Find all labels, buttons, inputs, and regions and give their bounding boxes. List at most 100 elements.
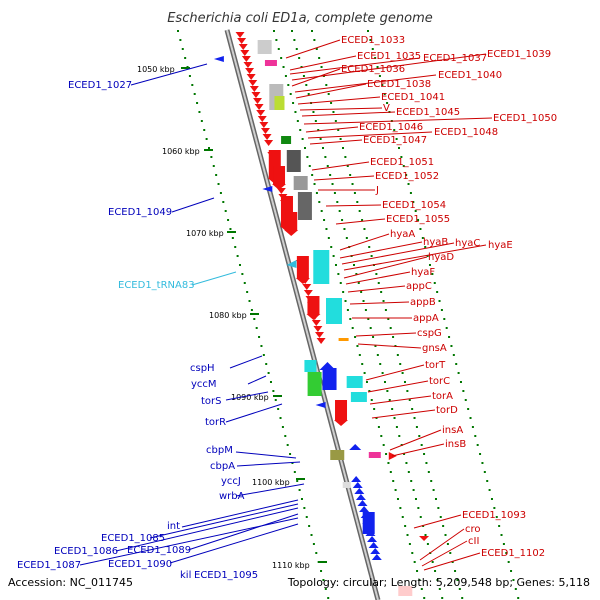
gene-label[interactable]: hyaD [428,252,454,263]
leader-line [130,63,208,86]
leader-line [149,503,299,539]
track-dot [423,597,426,599]
gene-label[interactable]: insA [442,425,463,436]
gene-arrow-forward [264,140,274,146]
track-dot [379,363,382,365]
gene-label[interactable]: ECED1_1050 [493,113,557,124]
gene-label[interactable]: cbpA [210,461,235,472]
gene-label[interactable]: V [383,103,390,114]
track-dot [502,543,505,545]
track-dot [325,84,328,86]
gene-label[interactable]: ECED1_1055 [386,214,450,225]
gene-label[interactable]: cspH [190,363,215,374]
gene-label[interactable]: ECED1_1093 [462,510,526,521]
gene-label[interactable]: ECED1_1039 [487,49,551,60]
gene-label[interactable]: hyaE [488,240,513,251]
gene-arrow-reverse [359,506,370,512]
leader-line [115,507,299,552]
track-dot [280,57,283,59]
track-dot [365,381,368,383]
gene-label[interactable]: ECED1_1052 [375,171,439,182]
gene-label[interactable]: ECED1_1041 [381,92,445,103]
track-dot [274,399,277,401]
gene-label[interactable]: ECED1_1040 [438,70,502,81]
leader-line [247,375,267,385]
track-dot [212,165,215,167]
track-dot [417,507,420,509]
gene-label[interactable]: wrbA [219,491,245,502]
track-dot [439,516,442,518]
gene-label[interactable]: hyaC [455,238,480,249]
track-dot [339,282,342,284]
gene-label[interactable]: J [375,185,379,196]
gene-label[interactable]: gnsA [422,343,447,354]
gene-label[interactable]: hyaB [423,237,448,248]
gene-label[interactable]: ECED1_1054 [382,200,446,211]
gene-label[interactable]: insB [445,439,466,450]
gene-label[interactable]: ECED1_1035 [357,51,421,62]
gene-label[interactable]: ECED1_1045 [396,107,460,118]
gene-label[interactable]: ECED1_1046 [359,122,423,133]
gene-label[interactable]: ECED1_1027 [68,80,132,91]
track-dot [415,426,418,428]
gene-label[interactable]: torS [201,396,222,407]
track-dot [419,516,422,518]
gene-label[interactable]: ECED1_1049 [108,207,172,218]
track-dot [398,435,401,437]
track-dot [334,264,337,266]
gene-label[interactable]: cbpM [206,445,233,456]
gene-label[interactable]: torT [425,360,446,371]
track-dot [303,147,306,149]
gene-label[interactable]: cspG [417,328,442,339]
gene-label[interactable]: yccM [191,379,217,390]
gene-arrow-reverse [352,482,363,488]
gene-label[interactable]: appB [410,297,436,308]
gene-arrow-forward [240,50,250,56]
gene-label[interactable]: ECED1_1047 [363,135,427,146]
gene-label[interactable]: yccJ [221,476,241,487]
track-dot [341,219,344,221]
gene-label[interactable]: torD [436,405,458,416]
gene-label[interactable]: appC [406,281,432,292]
gene-label[interactable]: hyaF [411,267,435,278]
leader-line [413,514,462,529]
gene-label[interactable]: ECED1_1095 [194,570,258,581]
track-dot [397,147,400,149]
gene-arrow-forward [295,278,310,284]
gene-label[interactable]: ECED1_1033 [341,35,405,46]
gene-label[interactable]: hyaA [390,229,415,240]
gene-label[interactable]: ECED1_1090 [108,559,172,570]
gene-label[interactable]: ECED1_1038 [367,79,431,90]
trna-label[interactable]: ECED1_tRNA83 [118,280,195,291]
gene-label[interactable]: ECED1_1085 [101,533,165,544]
track-dot [413,417,416,419]
gene-arrow-forward [241,56,251,62]
gene-label[interactable]: ECED1_1089 [127,545,191,556]
gene-label[interactable]: torA [432,391,453,402]
gene-label[interactable]: torR [205,417,226,428]
track-dot [392,336,395,338]
gene-arrow-forward [257,116,267,122]
track-dot [320,210,323,212]
track-dot [281,426,284,428]
gene-label[interactable]: ECED1_1037 [423,53,487,64]
track-dot [382,300,385,302]
gene-label[interactable]: ECED1_1051 [370,157,434,168]
track-dot [360,291,363,293]
gene-label[interactable]: ECED1_1102 [481,548,545,559]
scale-tick-1110: 1110 kbp [272,561,327,570]
gene-label[interactable]: kil [180,570,191,581]
track-dot [440,309,443,311]
gene-label[interactable]: ECED1_1087 [17,560,81,571]
gene-label[interactable]: ECED1_1048 [434,127,498,138]
leader-line [313,175,375,181]
gene-label[interactable]: int [167,521,180,532]
gene-label[interactable]: appA [413,313,439,324]
gene-label[interactable]: cro [465,524,481,535]
track-dot [344,156,347,158]
gene-label[interactable]: ECED1_1086 [54,546,118,557]
gene-label[interactable]: cII [468,536,479,547]
leader-line [349,301,410,305]
gene-label[interactable]: torC [429,376,450,387]
gene-label[interactable]: ECED1_1036 [341,64,405,75]
